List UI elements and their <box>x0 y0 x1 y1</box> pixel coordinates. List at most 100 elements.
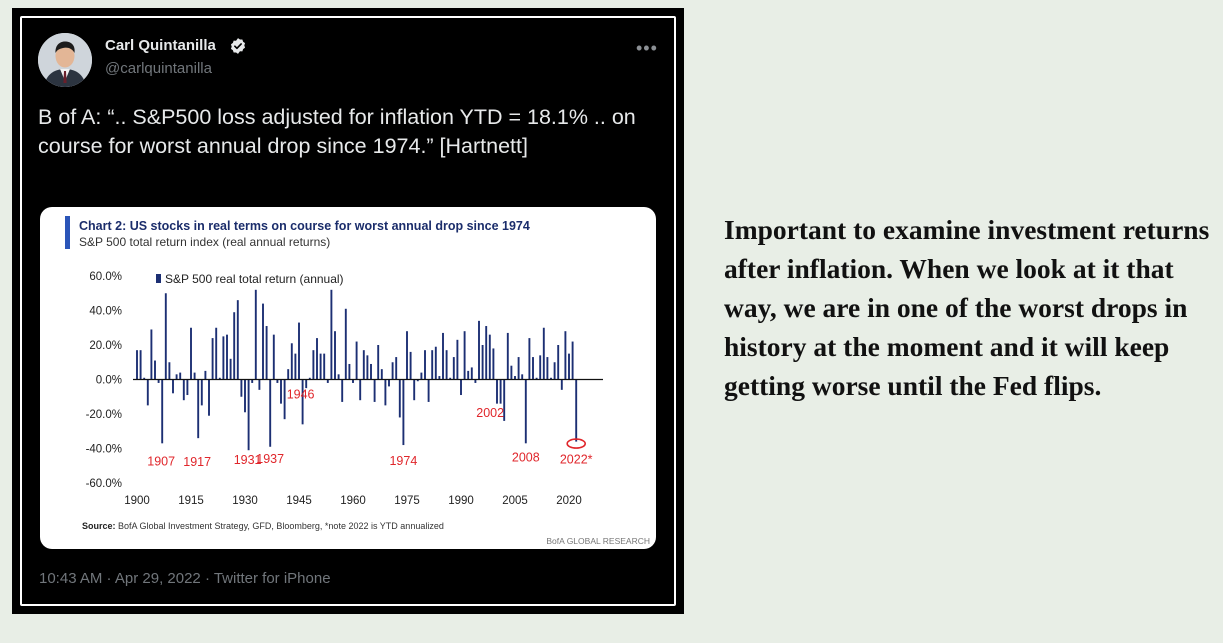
bar <box>506 332 509 380</box>
bar <box>427 379 430 402</box>
bar <box>481 345 484 380</box>
bar <box>366 355 369 380</box>
verified-badge-icon <box>230 38 246 54</box>
bar <box>456 339 459 380</box>
bar <box>143 377 146 380</box>
y-tick-label: 0.0% <box>96 375 122 387</box>
bar <box>186 379 189 396</box>
bar <box>182 379 185 401</box>
bar <box>413 379 416 401</box>
bar <box>240 379 243 397</box>
bar <box>380 369 383 380</box>
bar <box>168 362 171 380</box>
bar <box>503 379 506 421</box>
bar <box>150 329 153 380</box>
bar <box>470 367 473 380</box>
bar <box>280 379 282 404</box>
author-handle[interactable]: @carlquintanilla <box>105 60 212 77</box>
bar <box>373 379 376 402</box>
chart-subtitle: S&P 500 total return index (real annual … <box>79 235 330 249</box>
author-name[interactable]: Carl Quintanilla <box>105 37 216 54</box>
bar <box>344 308 347 380</box>
bar <box>308 377 311 380</box>
source-label: Source: <box>82 521 116 531</box>
bar <box>244 379 246 413</box>
bar <box>542 327 545 380</box>
chart-card[interactable]: Chart 2: US stocks in real terms on cour… <box>40 207 656 549</box>
bar <box>301 379 304 425</box>
legend-swatch <box>156 274 161 283</box>
annotation-label: 1931 <box>234 453 262 467</box>
bar <box>258 379 261 390</box>
bar <box>265 326 268 380</box>
bar <box>316 338 318 380</box>
bar <box>157 379 160 383</box>
bar <box>521 374 524 380</box>
bar <box>262 303 264 380</box>
bar <box>478 320 480 380</box>
x-tick-label: 1990 <box>448 495 474 507</box>
bar <box>337 374 340 380</box>
bar <box>294 353 297 380</box>
bar <box>154 360 156 380</box>
tweet-timestamp[interactable]: 10:43 AM · Apr 29, 2022 · Twitter for iP… <box>39 570 331 587</box>
bar <box>463 331 466 380</box>
bar <box>287 369 290 380</box>
bar <box>416 379 419 382</box>
bar <box>334 331 336 380</box>
bar <box>550 377 552 380</box>
bar <box>384 379 387 406</box>
bar <box>136 350 138 380</box>
source-note: BofA Global Investment Strategy, GFD, Bl… <box>118 521 444 531</box>
bar <box>460 379 462 396</box>
bar <box>442 332 444 380</box>
bar <box>348 363 351 380</box>
bar <box>395 357 398 380</box>
bar <box>204 370 207 380</box>
bar <box>290 343 293 380</box>
bar <box>298 322 300 380</box>
tweet-text: B of A: “.. S&P500 loss adjusted for inf… <box>38 105 636 158</box>
bar <box>233 312 236 380</box>
bar <box>449 377 452 380</box>
bar <box>172 379 174 394</box>
annotation-label: 1937 <box>256 452 284 466</box>
bar <box>438 376 441 380</box>
bar <box>200 379 203 406</box>
annotation-label: 1907 <box>147 454 175 468</box>
bar <box>319 353 322 380</box>
legend-label: S&P 500 real total return (annual) <box>165 272 344 286</box>
more-options-icon[interactable]: ••• <box>636 38 658 58</box>
bar <box>539 355 542 380</box>
bar <box>557 345 560 380</box>
x-tick-label: 2005 <box>502 495 528 507</box>
annotation-label: 2008 <box>512 450 540 464</box>
bar <box>452 357 455 380</box>
y-tick-label: 20.0% <box>89 340 122 352</box>
title-accent-bar <box>65 216 70 249</box>
bar <box>211 338 214 380</box>
bar <box>254 289 257 380</box>
x-tick-label: 1975 <box>394 495 420 507</box>
bar <box>229 358 232 380</box>
y-tick-label: -20.0% <box>86 409 122 421</box>
x-tick-label: 2020 <box>556 495 582 507</box>
bar <box>146 379 149 406</box>
bar <box>434 346 437 380</box>
bar <box>251 379 254 383</box>
bar <box>499 379 502 404</box>
bar <box>283 379 286 420</box>
chart-credit: BofA GLOBAL RESEARCH <box>546 536 650 546</box>
bar <box>510 365 513 380</box>
bar <box>485 326 488 380</box>
chart-title: Chart 2: US stocks in real terms on cour… <box>79 219 530 233</box>
bar <box>362 350 365 380</box>
avatar-image <box>38 33 92 87</box>
bar <box>553 362 556 380</box>
avatar[interactable] <box>38 33 92 87</box>
bar <box>409 351 412 380</box>
bar <box>445 350 448 380</box>
bar <box>406 331 408 380</box>
bar <box>359 379 362 401</box>
y-tick-label: 40.0% <box>89 306 122 318</box>
